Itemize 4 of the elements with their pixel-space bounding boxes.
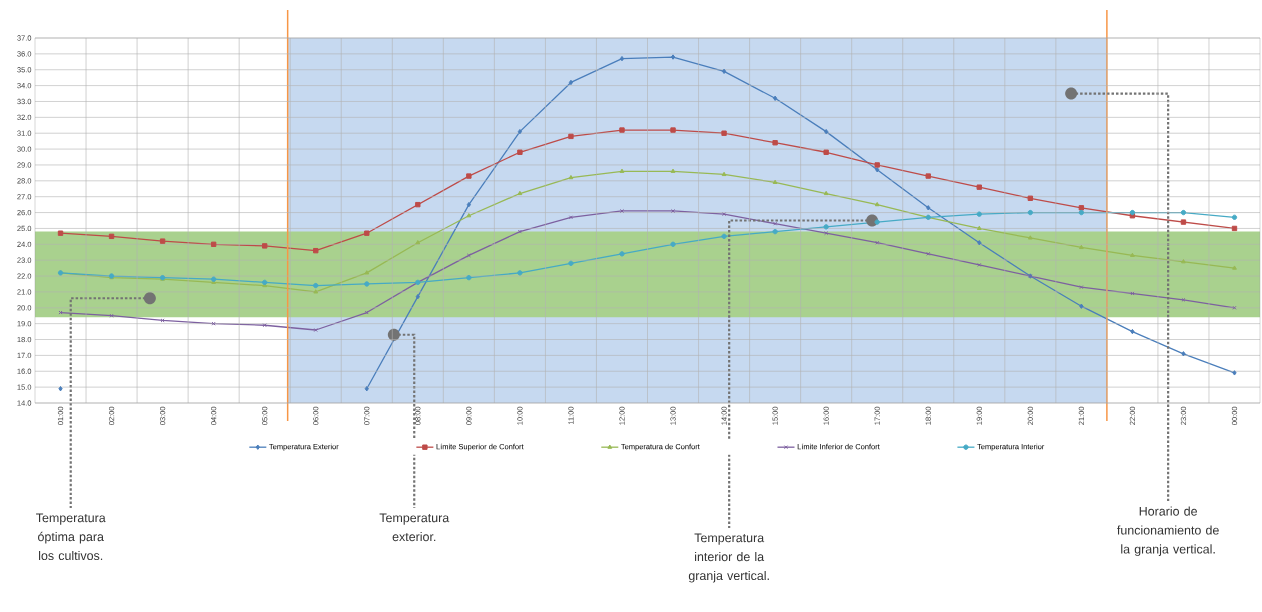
annotation: Temperatura óptima para los cultivos. [36, 513, 106, 561]
annotation: Temperatura exterior. [379, 513, 450, 542]
annotation: Temperatura interior de la granja vertical. [688, 533, 769, 583]
annotation: Horario de funcionamiento de la granja vertical. [1117, 506, 1219, 556]
